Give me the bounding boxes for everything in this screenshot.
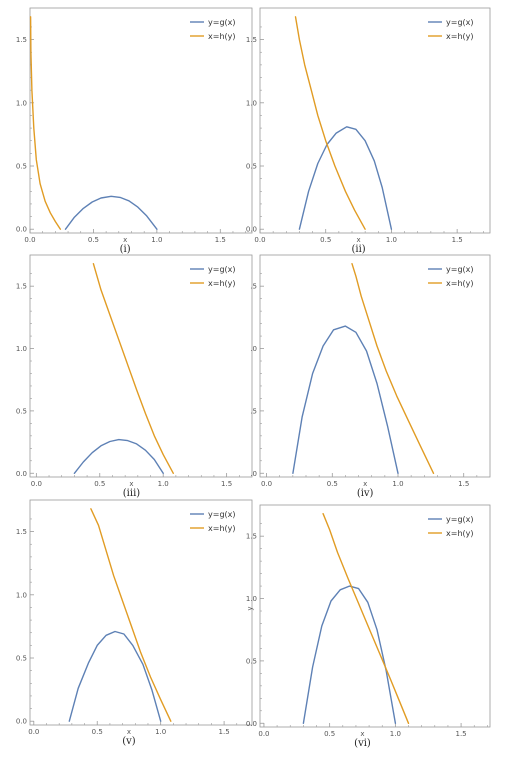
y-tick-label: 0.5 bbox=[246, 163, 257, 171]
legend-label: x=h(y) bbox=[446, 32, 473, 41]
x-axis-label: x bbox=[123, 236, 127, 244]
x-tick-label: 0.0 bbox=[261, 480, 272, 488]
y-tick-label: .5 bbox=[250, 407, 257, 415]
y-tick-label: 0.0 bbox=[16, 226, 27, 234]
series-line-h bbox=[90, 508, 172, 722]
legend-label: y=g(x) bbox=[208, 510, 236, 519]
x-tick-label: 1.0 bbox=[392, 480, 403, 488]
plot-frame bbox=[259, 7, 491, 234]
legend-label: y=g(x) bbox=[446, 18, 474, 27]
series-line-h bbox=[92, 263, 174, 474]
chart-panel-6: 0.0 0.5 1.0 1.5 0.0 0.5 1.0 1.5 x y (vi) y=g(x) x=h(… bbox=[246, 504, 491, 749]
x-tick-label: 0.0 bbox=[258, 730, 269, 738]
x-tick-label: 1.5 bbox=[458, 480, 469, 488]
y-tick-label: 1.5 bbox=[246, 533, 257, 541]
y-tick-label: 1.0 bbox=[16, 99, 27, 107]
series-line-h bbox=[29, 16, 62, 230]
x-tick-label: 1.0 bbox=[151, 236, 162, 244]
x-tick-label: 1.0 bbox=[386, 236, 397, 244]
x-tick-label: 0.5 bbox=[324, 730, 335, 738]
x-tick-label: 0.5 bbox=[327, 480, 338, 488]
x-tick-label: 0.0 bbox=[254, 236, 265, 244]
plot-frame bbox=[29, 499, 253, 726]
x-tick-label: 1.5 bbox=[456, 730, 467, 738]
chart-panel-1: 0.0 0.5 1.0 1.5 0.0 0.5 1.0 1.5 x(i) y=g(x) x=h(y) bbox=[16, 7, 253, 255]
y-tick-label: 0.0 bbox=[246, 720, 257, 728]
panel-caption: (ii) bbox=[351, 244, 365, 255]
x-tick-label: 0.0 bbox=[31, 480, 42, 488]
plot-frame bbox=[29, 254, 253, 478]
legend-label: y=g(x) bbox=[446, 515, 474, 524]
y-tick-label: 1.5 bbox=[16, 36, 27, 44]
x-tick-label: 1.5 bbox=[219, 728, 230, 736]
y-tick-label: 1.0 bbox=[246, 595, 257, 603]
legend-label: x=h(y) bbox=[208, 32, 235, 41]
y-tick-label: 0.0 bbox=[16, 470, 27, 478]
y-tick-label: 0.0 bbox=[246, 226, 257, 234]
legend-label: x=h(y) bbox=[208, 524, 235, 533]
legend-label: x=h(y) bbox=[208, 279, 235, 288]
x-axis-label: x bbox=[356, 236, 360, 244]
panel-caption: (v) bbox=[122, 736, 136, 747]
x-tick-label: 0.5 bbox=[320, 236, 331, 244]
panel-caption: (iv) bbox=[357, 488, 374, 499]
plot-frame bbox=[259, 504, 491, 728]
chart-panel-3: 0.0 0.5 1.0 1.5 0.0 0.5 1.0 1.5 x(iii) y=g(x) x=h(… bbox=[16, 254, 253, 499]
y-tick-label: 0.5 bbox=[246, 657, 257, 665]
y-axis-label: y bbox=[246, 606, 254, 610]
series-line-g bbox=[298, 126, 393, 230]
series-line-g bbox=[73, 438, 164, 474]
y-tick-label: 0.0 bbox=[16, 718, 27, 726]
series-line-g bbox=[302, 585, 397, 724]
legend-label: y=g(x) bbox=[208, 18, 236, 27]
y-tick-label: .5 bbox=[250, 283, 257, 291]
y-tick-label: 0.5 bbox=[16, 407, 27, 415]
legend-label: y=g(x) bbox=[208, 265, 236, 274]
y-tick-label: 0.5 bbox=[16, 163, 27, 171]
x-tick-label: 0.0 bbox=[24, 236, 35, 244]
x-tick-label: 1.0 bbox=[155, 728, 166, 736]
plot-frame bbox=[29, 7, 253, 234]
panel-caption: (vi) bbox=[354, 738, 371, 749]
y-tick-label: 1.5 bbox=[246, 36, 257, 44]
y-tick-label: 0.5 bbox=[16, 655, 27, 663]
y-tick-label: 1.5 bbox=[16, 283, 27, 291]
x-tick-label: 0.0 bbox=[28, 728, 39, 736]
chart-panel-5: 0.0 0.5 1.0 1.5 0.0 0.5 1.0 1.5 x(v) y=g(x) x=h(y) bbox=[16, 499, 253, 747]
x-tick-label: 1.5 bbox=[215, 236, 226, 244]
series-line-h bbox=[322, 513, 410, 724]
chart-panel-2: 0.0 0.5 1.0 1.5 0.0 0.5 1.0 1.5 x(ii) y=g(x) x=h(y… bbox=[246, 7, 491, 255]
y-tick-label: 1.0 bbox=[246, 99, 257, 107]
series-line-g bbox=[292, 325, 399, 474]
legend-label: x=h(y) bbox=[446, 279, 473, 288]
legend-label: y=g(x) bbox=[446, 265, 474, 274]
chart-panel-4: 0.0 0.5 1.0 1.5 .0 .5 .0 .5 x(iv) y=g(x) x=h(y) bbox=[250, 254, 491, 499]
panel-caption: (iii) bbox=[123, 488, 140, 499]
legend-label: x=h(y) bbox=[446, 529, 473, 538]
series-line-h bbox=[351, 263, 435, 474]
x-tick-label: 1.0 bbox=[158, 480, 169, 488]
series-line-g bbox=[64, 195, 158, 230]
plot-frame bbox=[259, 254, 491, 478]
x-axis-label: x bbox=[363, 480, 367, 488]
y-tick-label: 1.0 bbox=[16, 591, 27, 599]
x-tick-label: 0.5 bbox=[92, 728, 103, 736]
x-axis-label: x bbox=[129, 480, 133, 488]
x-tick-label: 1.0 bbox=[390, 730, 401, 738]
x-axis-label: x bbox=[360, 730, 364, 738]
y-tick-label: 1.0 bbox=[16, 345, 27, 353]
x-tick-label: 0.5 bbox=[94, 480, 105, 488]
y-tick-label: .0 bbox=[250, 345, 257, 353]
panel-caption: (i) bbox=[120, 244, 131, 255]
x-axis-label: x bbox=[127, 728, 131, 736]
x-tick-label: 1.5 bbox=[452, 236, 463, 244]
y-tick-label: .0 bbox=[250, 470, 257, 478]
x-tick-label: 1.5 bbox=[221, 480, 232, 488]
x-tick-label: 0.5 bbox=[88, 236, 99, 244]
y-tick-label: 1.5 bbox=[16, 528, 27, 536]
series-line-g bbox=[68, 630, 162, 722]
series-line-h bbox=[294, 16, 366, 230]
